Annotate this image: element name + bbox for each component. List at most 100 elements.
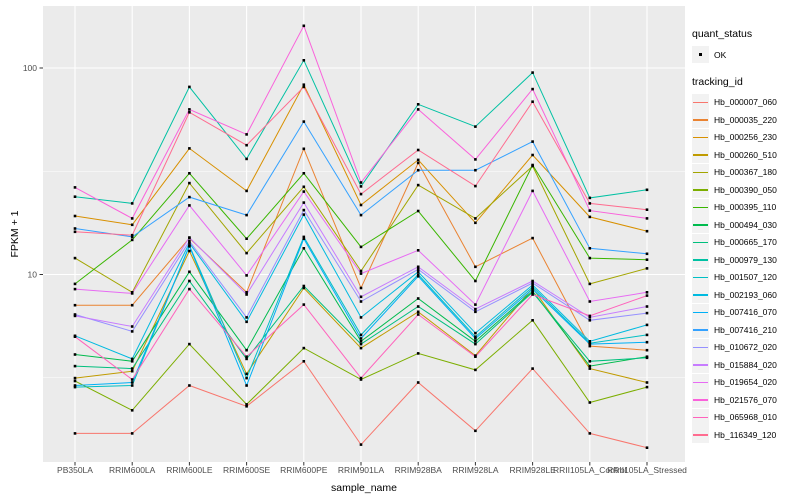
data-point [474,368,477,372]
legend-item: Hb_065968_010 [692,408,798,427]
data-point [188,384,191,387]
data-point [130,409,134,412]
data-point [416,183,420,187]
line-swatch-icon [693,101,708,103]
legend-item: Hb_000367_180 [692,163,798,182]
legend-item-label: Hb_000367_180 [714,167,777,178]
data-point [188,245,191,248]
data-point [531,189,534,193]
data-point [245,293,248,296]
data-point [645,291,649,294]
data-point [73,227,77,230]
data-point [645,294,649,297]
data-point [474,265,477,269]
line-swatch-icon [693,154,708,156]
data-point [474,158,477,161]
data-point [73,353,77,356]
data-point [245,376,248,380]
legend-key [692,198,709,216]
data-point [416,249,420,252]
data-point [588,215,592,219]
data-point [302,235,306,239]
legend-item: Hb_007416_210 [692,321,798,339]
legend: quant_status OK tracking_id Hb_000007_06… [692,28,798,444]
data-point [474,217,477,220]
data-point [645,217,649,220]
line-swatch-icon [693,206,708,208]
data-point [245,372,248,376]
data-point [130,303,134,307]
data-point [130,238,134,242]
data-point [73,214,77,218]
data-point [359,340,363,343]
data-point [73,287,77,291]
data-point [188,204,191,207]
data-point [359,295,363,299]
data-point [416,273,420,276]
legend-item-label: Hb_015884_020 [714,359,777,370]
data-point [416,275,420,278]
legend-item: Hb_000035_220 [692,111,798,129]
data-point [73,376,77,380]
data-point [645,188,649,192]
data-point [416,270,420,274]
legend-key [692,111,709,129]
data-point [130,369,134,373]
x-tick-label: RRIM600LA [109,465,156,475]
legend-key [692,408,709,426]
data-point [474,331,477,335]
data-point [130,381,134,384]
line-swatch-icon [693,346,708,348]
data-point [359,245,363,249]
legend-key [692,46,709,64]
data-point [531,140,534,143]
x-tick-label: RRIM901LA [338,465,385,475]
data-point [588,314,592,318]
line-swatch-icon [693,381,708,383]
legend-key [692,338,709,356]
data-point [188,236,191,239]
legend-item-label: Hb_021576_070 [714,394,777,405]
data-point [474,335,477,338]
data-point [474,168,477,172]
data-point [474,184,477,188]
data-point [416,305,420,308]
data-point [188,279,191,283]
line-swatch-icon [693,434,708,436]
data-point [245,355,248,358]
data-point [645,323,649,327]
data-point [73,303,77,307]
data-point [588,367,592,370]
data-point [645,252,649,256]
legend-item: Hb_015884_020 [692,356,798,374]
data-point [188,241,191,245]
data-point [588,202,592,205]
legend-item-label: OK [714,49,727,60]
legend-item-label: Hb_000395_110 [714,202,777,213]
data-point [302,346,306,350]
data-point [416,310,420,314]
legend-item-label: Hb_000007_060 [714,97,777,108]
legend-item-label: Hb_116349_120 [714,429,777,440]
legend-item-label: Hb_000390_050 [714,184,777,195]
data-point [73,314,77,318]
legend-item-label: Hb_000494_030 [714,219,777,230]
data-point [416,268,420,271]
data-point [188,172,191,175]
data-point [588,432,592,435]
line-swatch-icon [693,171,708,173]
legend-item-label: Hb_002193_060 [714,289,777,300]
legend-title-quant-status: quant_status [692,28,753,40]
plot-panel [43,6,685,462]
data-point [302,147,306,151]
data-point [359,269,363,273]
legend-item: Hb_010672_020 [692,338,798,357]
data-point [359,272,363,275]
data-point [588,300,592,303]
data-point [302,286,306,290]
data-point [188,239,191,243]
data-point [130,330,134,333]
x-tick-label: RRIM600LE [166,465,213,475]
data-point [359,443,363,446]
